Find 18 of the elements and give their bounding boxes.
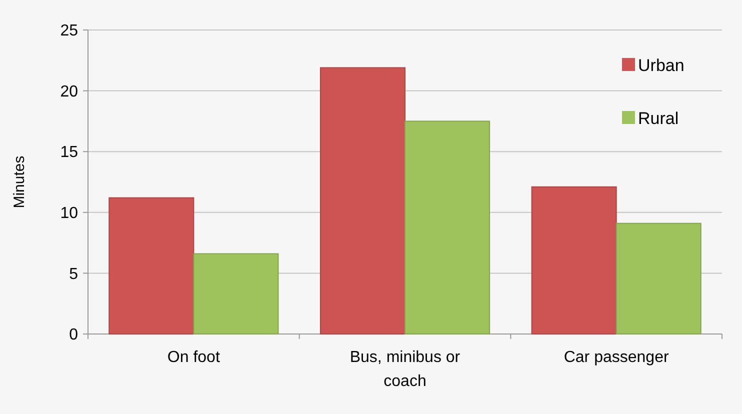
y-tick-label: 25 [60,22,78,40]
y-axis-title: Minutes [11,156,28,208]
legend-label: Rural [638,108,679,128]
y-tick-label: 0 [69,326,78,344]
bar [193,253,279,334]
y-tick-label: 15 [60,144,78,162]
bar [531,186,617,334]
x-tick-label: Bus, minibus or coach [350,349,461,390]
x-tick-label: On foot [167,349,220,366]
bar [616,222,702,334]
bar [108,197,194,334]
bar [404,120,490,334]
legend-label: Urban [638,56,684,75]
x-tick-label: Car passenger [564,349,670,366]
y-tick-label: 10 [60,205,78,222]
y-tick-label: 5 [69,266,78,283]
bar [320,67,406,334]
y-tick-label: 20 [60,83,78,100]
